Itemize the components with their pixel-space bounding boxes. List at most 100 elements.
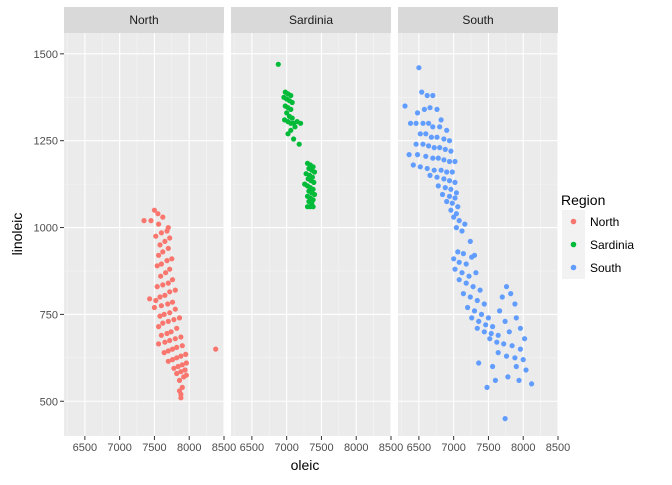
legend: Region North Sardinia South <box>561 192 634 279</box>
data-point-north <box>163 270 168 275</box>
data-point-south <box>459 270 464 275</box>
data-point-south <box>426 143 431 148</box>
facet-strip-label: Sardinia <box>289 13 333 27</box>
data-point-north <box>156 253 161 258</box>
data-point-south <box>452 195 457 200</box>
data-point-south <box>425 166 430 171</box>
legend-item-sardinia: Sardinia <box>562 233 634 256</box>
data-point-south <box>529 381 534 386</box>
data-point-south <box>418 164 423 169</box>
x-tick-label: 7500 <box>309 442 333 454</box>
data-point-north <box>173 307 178 312</box>
data-point-south <box>503 416 508 421</box>
data-point-north <box>155 284 160 289</box>
data-point-sardinia <box>298 121 303 126</box>
data-point-south <box>441 157 446 162</box>
data-point-south <box>452 267 457 272</box>
data-point-north <box>170 277 175 282</box>
data-point-south <box>423 131 428 136</box>
data-point-south <box>447 138 452 143</box>
data-point-north <box>164 228 169 233</box>
data-point-south <box>432 168 437 173</box>
data-point-north <box>159 230 164 235</box>
data-point-north <box>170 300 175 305</box>
data-point-south <box>493 378 498 383</box>
data-point-south <box>448 208 453 213</box>
panel-background <box>64 33 224 436</box>
data-point-south <box>514 315 519 320</box>
data-point-south <box>455 249 460 254</box>
data-point-north <box>162 293 167 298</box>
data-point-south <box>427 173 432 178</box>
data-point-south <box>473 270 478 275</box>
data-point-south <box>455 204 460 209</box>
data-point-north <box>157 242 162 247</box>
data-point-south <box>508 291 513 296</box>
legend-item-south: South <box>562 256 621 279</box>
data-point-south <box>521 357 526 362</box>
data-point-south <box>454 225 459 230</box>
data-point-south <box>483 322 488 327</box>
data-point-north <box>148 218 153 223</box>
data-point-south <box>450 169 455 174</box>
data-point-south <box>514 364 519 369</box>
data-point-north <box>160 282 165 287</box>
data-point-south <box>452 159 457 164</box>
data-point-north <box>174 371 179 376</box>
data-point-north <box>159 303 164 308</box>
data-point-sardinia <box>285 131 290 136</box>
legend-label: Sardinia <box>590 238 634 252</box>
data-point-south <box>429 135 434 140</box>
data-point-north <box>169 256 174 261</box>
data-point-south <box>443 185 448 190</box>
data-point-south <box>447 159 452 164</box>
data-point-sardinia <box>312 192 317 197</box>
data-point-north <box>147 296 152 301</box>
data-point-south <box>434 175 439 180</box>
data-point-sardinia <box>290 100 295 105</box>
data-point-north <box>153 234 158 239</box>
data-point-south <box>462 222 467 227</box>
data-point-south <box>489 331 494 336</box>
data-point-south <box>430 124 435 129</box>
data-point-north <box>157 294 162 299</box>
data-point-north <box>173 336 178 341</box>
data-point-sardinia <box>291 136 296 141</box>
data-point-south <box>504 284 509 289</box>
data-point-south <box>468 239 473 244</box>
data-point-south <box>484 385 489 390</box>
data-point-south <box>408 121 413 126</box>
data-point-south <box>496 333 501 338</box>
data-point-north <box>166 359 171 364</box>
data-point-south <box>426 121 431 126</box>
y-tick-label: 1250 <box>34 136 58 148</box>
data-point-north <box>171 317 176 322</box>
data-point-north <box>156 324 161 329</box>
data-point-south <box>450 201 455 206</box>
data-point-north <box>152 305 157 310</box>
data-point-sardinia <box>292 124 297 129</box>
data-point-sardinia <box>288 93 293 98</box>
data-point-north <box>167 267 172 272</box>
data-point-north <box>162 239 167 244</box>
data-point-south <box>472 253 477 258</box>
x-tick-label: 7500 <box>476 442 500 454</box>
data-point-south <box>494 340 499 345</box>
data-point-north <box>167 338 172 343</box>
data-point-south <box>505 374 510 379</box>
x-tick-label: 6500 <box>407 442 431 454</box>
facet-panel-north: North <box>64 7 224 436</box>
data-point-south <box>427 105 432 110</box>
data-point-south <box>461 251 466 256</box>
data-point-south <box>475 298 480 303</box>
data-point-north <box>213 347 218 352</box>
data-point-north <box>159 333 164 338</box>
data-point-south <box>443 147 448 152</box>
facet-strip-label: North <box>129 13 158 27</box>
data-point-south <box>441 136 446 141</box>
data-point-south <box>507 329 512 334</box>
x-tick-label: 8500 <box>379 442 403 454</box>
x-tick-label: 8000 <box>511 442 535 454</box>
legend-item-north: North <box>562 210 619 233</box>
data-point-south <box>454 190 459 195</box>
